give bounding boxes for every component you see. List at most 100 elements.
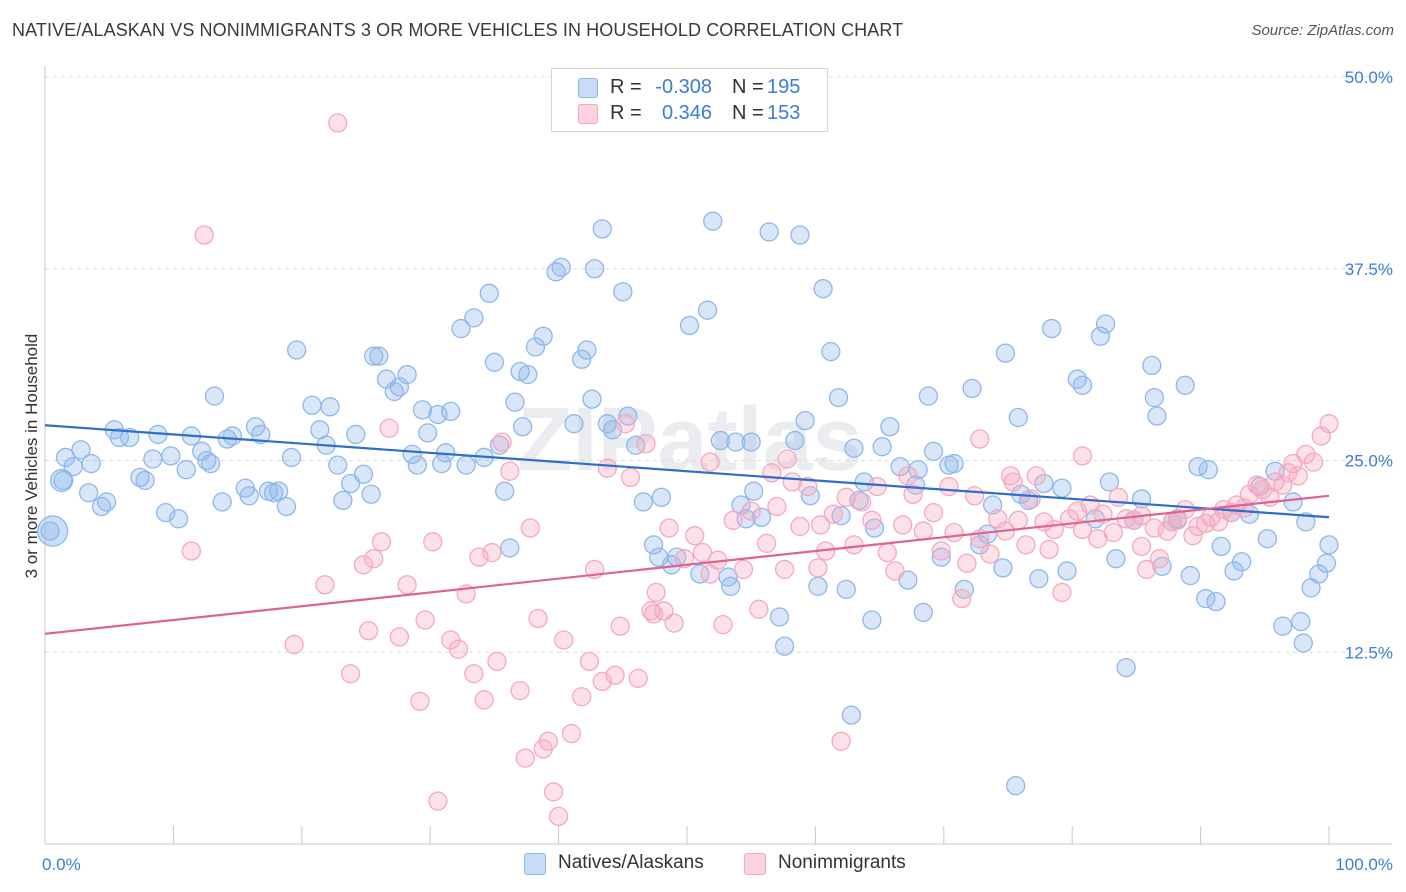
nonimmigrants-point: [665, 614, 683, 632]
nonimmigrants-point: [966, 487, 984, 505]
nonimmigrants-legend-swatch: [744, 853, 766, 875]
nonimmigrants-swatch: [578, 104, 598, 124]
nonimmigrants-point: [562, 725, 580, 743]
natives-point: [144, 450, 162, 468]
nonimmigrants-point: [390, 628, 408, 646]
nonimmigrants-point: [342, 665, 360, 683]
nonimmigrants-point: [845, 536, 863, 554]
nonimmigrants-point: [809, 559, 827, 577]
nonimmigrants-point: [645, 605, 663, 623]
nonimmigrants-point: [516, 749, 534, 767]
nonimmigrants-point: [629, 669, 647, 687]
nonimmigrants-point: [195, 226, 213, 244]
natives-point: [578, 341, 596, 359]
nonimmigrants-trend-line: [45, 496, 1329, 634]
r-label: R =: [610, 76, 642, 99]
n-label: N =: [732, 76, 764, 99]
x-tick-label-min: 0.0%: [42, 855, 81, 874]
natives-point: [786, 432, 804, 450]
natives-point: [1148, 407, 1166, 425]
nonimmigrants-point: [886, 562, 904, 580]
natives-point: [1107, 550, 1125, 568]
nonimmigrants-point: [1045, 521, 1063, 539]
natives-point: [321, 398, 339, 416]
natives-point: [760, 223, 778, 241]
stats-row-nonimmigrants: R = 0.346 N = 153: [552, 100, 827, 128]
nonimmigrants-point: [1151, 550, 1169, 568]
natives-point: [842, 706, 860, 724]
natives-point: [1145, 389, 1163, 407]
natives-point: [303, 396, 321, 414]
natives-point: [791, 226, 809, 244]
nonimmigrants-point: [768, 498, 786, 516]
nonimmigrants-point: [416, 611, 434, 629]
natives-point: [202, 455, 220, 473]
nonimmigrants-point: [380, 419, 398, 437]
natives-point: [634, 493, 652, 511]
natives-point: [1284, 493, 1302, 511]
natives-point: [347, 425, 365, 443]
nonimmigrants-point: [539, 732, 557, 750]
nonimmigrants-point: [945, 524, 963, 542]
natives-point-large: [51, 469, 73, 491]
nonimmigrants-point: [953, 590, 971, 608]
nonimmigrants-point: [544, 783, 562, 801]
x-tick-label-max: 100.0%: [1335, 855, 1393, 874]
natives-point: [1292, 613, 1310, 631]
natives-point: [809, 577, 827, 595]
nonimmigrants-point: [372, 533, 390, 551]
n-value: 153: [767, 102, 800, 125]
natives-point: [919, 387, 937, 405]
nonimmigrants-point: [449, 640, 467, 658]
nonimmigrants-point: [832, 732, 850, 750]
nonimmigrants-point: [1002, 467, 1020, 485]
natives-point: [776, 637, 794, 655]
nonimmigrants-point: [465, 665, 483, 683]
natives-point: [162, 447, 180, 465]
natives-point: [334, 491, 352, 509]
n-label: N =: [732, 102, 764, 125]
nonimmigrants-point: [899, 467, 917, 485]
natives-point: [514, 418, 532, 436]
natives-point: [480, 284, 498, 302]
nonimmigrants-point: [1104, 524, 1122, 542]
y-axis-label: 3 or more Vehicles in Household: [22, 334, 41, 579]
nonimmigrants-point: [925, 504, 943, 522]
natives-point: [1073, 376, 1091, 394]
natives-point: [170, 510, 188, 528]
nonimmigrants-point: [611, 617, 629, 635]
nonimmigrants-point: [750, 600, 768, 618]
natives-point: [519, 366, 537, 384]
nonimmigrants-point: [714, 616, 732, 634]
natives-swatch: [578, 78, 598, 98]
stats-row-natives: R = -0.308 N = 195: [552, 74, 827, 102]
nonimmigrants-point: [660, 519, 678, 537]
r-label: R =: [610, 102, 642, 125]
natives-point: [485, 353, 503, 371]
nonimmigrants-point: [776, 560, 794, 578]
nonimmigrants-point: [573, 688, 591, 706]
natives-point: [1212, 537, 1230, 555]
natives-point: [996, 344, 1014, 362]
natives-point: [925, 442, 943, 460]
natives-point-large: [38, 516, 68, 546]
natives-point: [362, 485, 380, 503]
natives-point: [465, 309, 483, 327]
nonimmigrants-point: [734, 560, 752, 578]
watermark: ZIPatlas: [517, 390, 862, 490]
nonimmigrants-point: [863, 511, 881, 529]
natives-point: [496, 482, 514, 500]
natives-point: [1320, 536, 1338, 554]
nonimmigrants-point: [285, 636, 303, 654]
nonimmigrants-point: [411, 692, 429, 710]
nonimmigrants-point: [701, 453, 719, 471]
nonimmigrants-point: [1027, 467, 1045, 485]
natives-point: [822, 343, 840, 361]
stats-legend: R = -0.308 N = 195 R = 0.346 N = 153: [551, 68, 828, 132]
natives-point: [1030, 570, 1048, 588]
nonimmigrants-point: [868, 478, 886, 496]
natives-point: [873, 438, 891, 456]
natives-legend-swatch: [524, 853, 546, 875]
natives-point: [583, 390, 601, 408]
natives-point: [586, 260, 604, 278]
